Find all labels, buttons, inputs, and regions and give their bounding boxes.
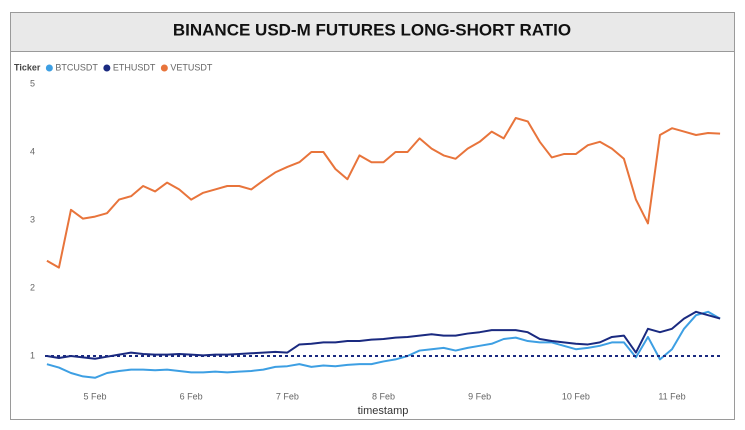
- legend-marker: [45, 64, 53, 72]
- x-tick-label: 7 Feb: [276, 391, 299, 401]
- legend-title: Ticker: [14, 62, 41, 72]
- series-line: [46, 310, 721, 379]
- title-bar: [11, 13, 734, 51]
- y-tick-label: 2: [30, 282, 35, 292]
- x-tick-label: 10 Feb: [562, 391, 590, 401]
- legend-label: ETHUSDT: [113, 62, 156, 72]
- legend-marker: [160, 64, 168, 72]
- y-tick-label: 5: [30, 78, 35, 88]
- series-line: [46, 310, 721, 360]
- legend-marker: [103, 64, 111, 72]
- x-tick-label: 8 Feb: [372, 391, 395, 401]
- legend-label: VETUSDT: [170, 62, 213, 72]
- x-tick-label: 11 Feb: [658, 391, 685, 401]
- y-tick-label: 1: [30, 350, 35, 360]
- x-tick-label: 9 Feb: [468, 391, 491, 401]
- frame: [10, 12, 735, 420]
- y-tick-label: 4: [30, 146, 35, 156]
- chart-title: BINANCE USD-M FUTURES LONG-SHORT RATIO: [173, 20, 571, 39]
- x-axis-title: timestamp: [358, 405, 409, 417]
- series-line: [46, 117, 721, 269]
- y-tick-label: 3: [30, 214, 35, 224]
- x-tick-label: 5 Feb: [83, 391, 106, 401]
- x-tick-label: 6 Feb: [180, 391, 203, 401]
- legend-label: BTCUSDT: [55, 62, 98, 72]
